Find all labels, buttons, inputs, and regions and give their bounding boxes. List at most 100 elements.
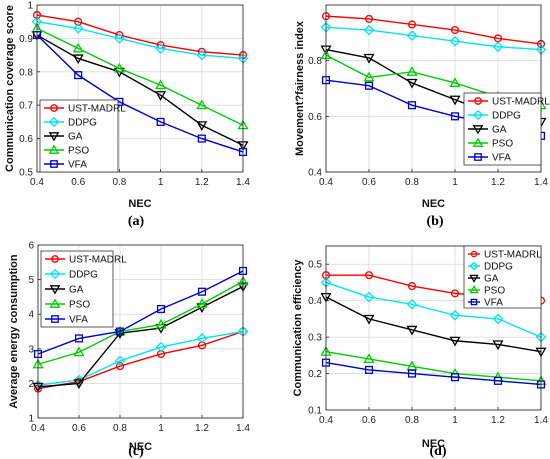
data-point	[196, 121, 208, 131]
data-point	[450, 289, 460, 298]
x-tick-label: 0.6	[362, 415, 376, 426]
x-tick-label: 1.2	[491, 415, 505, 426]
series-ust-madrl	[33, 327, 248, 393]
legend-entry: PSO	[484, 286, 505, 297]
chart-panel-1: 0.4 0.6 0.8 1 1.2 1.4 0.5 0.6 0.7 0.8 0.9 1 NEC Commu…	[4, 1, 250, 230]
series-line	[37, 330, 244, 390]
x-tick-label: 0.8	[113, 423, 127, 434]
data-point	[155, 43, 166, 54]
series-line	[325, 361, 542, 386]
x-tick-label: 1	[158, 177, 164, 188]
series-ga	[320, 292, 547, 358]
legend-entry: GA	[68, 132, 83, 143]
x-tick-label: 1	[452, 415, 458, 426]
panel-label: (c)	[128, 444, 144, 459]
legend-marker	[472, 125, 484, 135]
y-tick-label: 1	[27, 1, 33, 12]
x-tick-label: 1.2	[195, 423, 209, 434]
data-point	[73, 374, 85, 386]
legend-entry: PSO	[69, 300, 90, 311]
x-tick-label: 0.8	[112, 177, 126, 188]
data-point	[363, 291, 375, 303]
y-axis-label: Communication efficiency	[292, 259, 304, 397]
data-point	[72, 54, 84, 65]
legend-marker	[51, 315, 59, 323]
series-vfa	[32, 31, 248, 157]
x-tick-label: 0.4	[319, 415, 333, 426]
y-axis-label: Movement?fairness index	[294, 20, 306, 156]
data-point	[450, 25, 460, 35]
data-point	[364, 81, 374, 90]
legend-marker	[48, 116, 60, 128]
panel-label: (d)	[429, 444, 446, 459]
x-tick-label: 1.2	[195, 177, 209, 188]
data-point	[406, 298, 418, 310]
data-point	[363, 24, 375, 36]
legend-entry: VFA	[69, 315, 88, 326]
data-point	[363, 71, 375, 82]
data-point	[450, 373, 460, 382]
data-point	[364, 365, 374, 374]
legend-entry: UST-MADRL	[69, 255, 127, 266]
data-point	[115, 327, 125, 336]
data-point	[155, 318, 167, 329]
data-point	[156, 304, 166, 314]
data-point	[115, 362, 125, 371]
x-tick-label: 0.6	[71, 177, 85, 188]
data-point	[196, 298, 208, 308]
data-point	[113, 62, 125, 73]
y-tick-label: 0.5	[308, 260, 322, 271]
legend-entry: DDPG	[484, 262, 513, 273]
data-point	[363, 353, 375, 364]
legend-marker	[474, 97, 482, 105]
axes-box	[37, 244, 244, 419]
legend-entry: VFA	[492, 153, 511, 164]
legend-marker	[51, 255, 59, 263]
legend-marker	[474, 153, 482, 161]
x-axis-label: NEC	[422, 198, 445, 210]
data-point	[407, 282, 417, 291]
x-tick-label: 0.8	[405, 177, 419, 188]
chart-panel-2: 0.4 0.6 0.8 1 1.2 1.40.40.60.8NECMovement?fai…	[294, 4, 550, 229]
x-tick-label: 0.4	[30, 177, 44, 188]
series-line	[37, 330, 244, 386]
series-ddpg	[320, 277, 547, 343]
series-line	[325, 350, 542, 382]
data-point	[364, 271, 374, 280]
legend-entry: PSO	[492, 139, 513, 150]
data-point	[407, 20, 417, 29]
y-tick-label: 6	[28, 241, 34, 252]
data-point	[74, 334, 84, 343]
data-point	[407, 101, 417, 110]
data-point	[197, 287, 207, 296]
data-point	[197, 134, 206, 143]
data-point	[156, 117, 165, 126]
chart-panel-3: 0.4 0.6 0.8 1 1.2 1.4 1 2 3 4 5 6 NEC Average energy …	[8, 241, 250, 459]
data-point	[155, 341, 167, 353]
data-point	[155, 79, 167, 90]
y-tick-label: 3	[28, 344, 34, 355]
data-point	[492, 313, 504, 325]
y-tick-label: 2	[28, 379, 34, 390]
x-axis-label: NEC	[129, 441, 152, 453]
y-tick-label: 0.9	[19, 34, 33, 45]
y-tick-label: 0.8	[308, 56, 322, 67]
legend-entry: VFA	[68, 160, 87, 171]
legend-marker	[48, 132, 60, 142]
legend-marker	[472, 137, 484, 147]
series-line	[36, 34, 244, 146]
axes-box	[36, 4, 244, 173]
y-tick-label: 4	[28, 310, 34, 321]
y-tick-label: 0.4	[308, 296, 322, 307]
x-tick-label: 0.4	[319, 177, 333, 188]
data-point	[73, 346, 85, 357]
x-tick-label: 0.4	[31, 423, 45, 434]
legend-entry: GA	[484, 274, 499, 285]
data-point	[449, 95, 461, 106]
legend-entry: DDPG	[69, 270, 98, 281]
legend-entry: UST-MADRL	[68, 104, 126, 115]
legend-marker	[470, 250, 478, 258]
